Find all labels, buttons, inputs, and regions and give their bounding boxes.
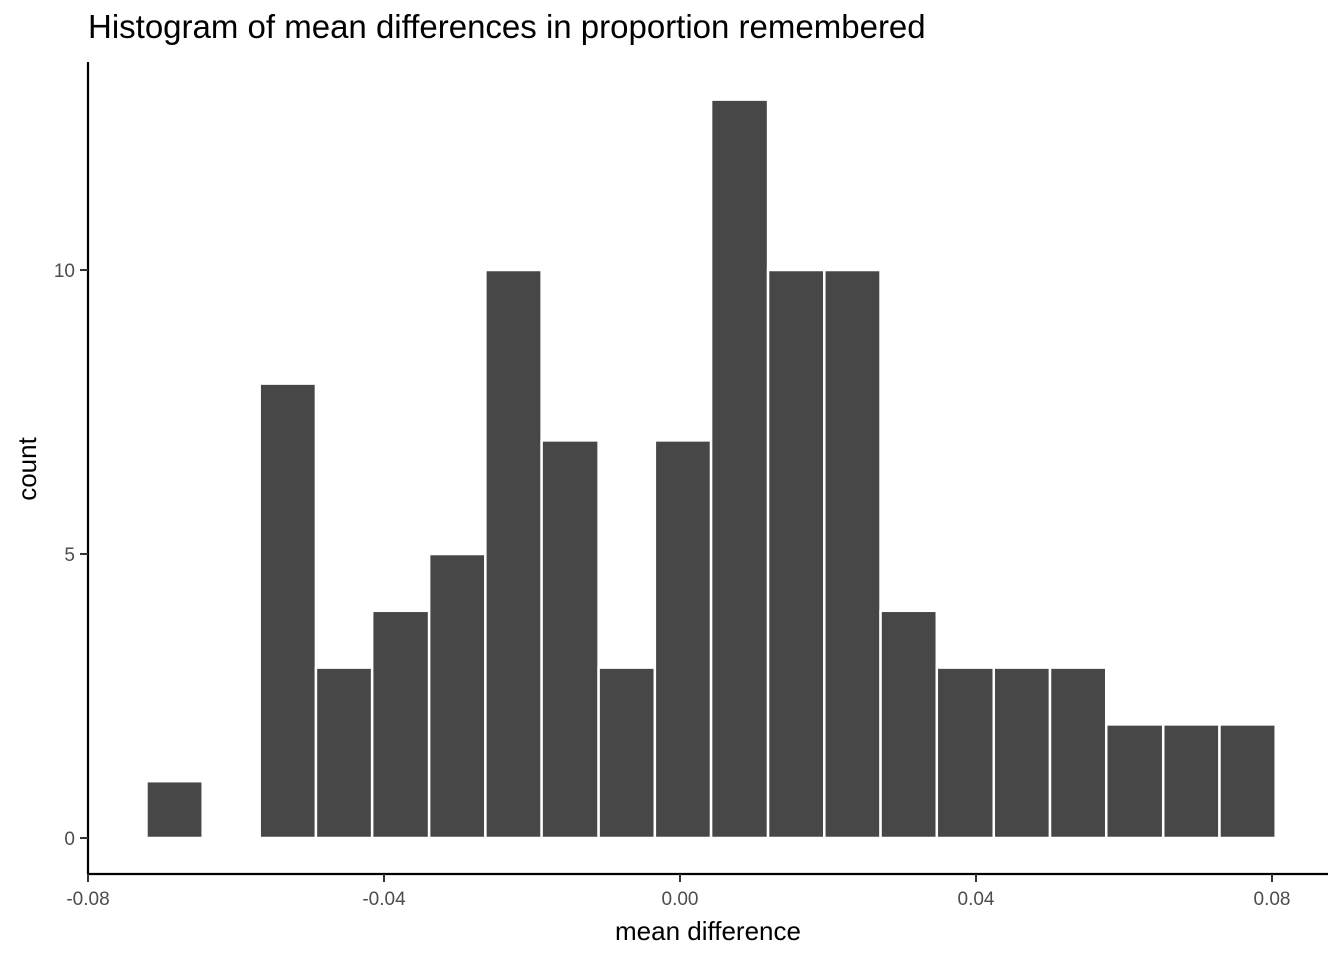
histogram-bar-11 bbox=[823, 268, 882, 840]
x-tick-label-0: -0.08 bbox=[66, 889, 109, 910]
y-axis-ticks: 0 5 10 bbox=[54, 261, 88, 850]
bars-group bbox=[145, 98, 1277, 840]
x-tick-label-3: 0.04 bbox=[958, 889, 995, 910]
histogram-bar-10 bbox=[766, 268, 826, 840]
histogram-bar-4 bbox=[427, 552, 487, 840]
histogram-bar-3 bbox=[370, 609, 431, 840]
y-tick-label-2: 10 bbox=[54, 261, 75, 282]
histogram-bar-0 bbox=[145, 779, 204, 840]
histogram-bar-13 bbox=[935, 666, 996, 840]
x-tick-label-4: 0.08 bbox=[1254, 889, 1291, 910]
histogram-bar-7 bbox=[597, 666, 657, 840]
histogram-bar-5 bbox=[484, 268, 543, 840]
histogram-bar-14 bbox=[992, 666, 1052, 840]
histogram-bar-15 bbox=[1048, 666, 1108, 840]
x-tick-label-1: -0.04 bbox=[362, 889, 406, 910]
x-axis-title: mean difference bbox=[615, 916, 801, 946]
y-tick-label-1: 5 bbox=[64, 545, 75, 566]
x-tick-label-2: 0.00 bbox=[662, 889, 699, 910]
histogram-bar-12 bbox=[879, 609, 939, 840]
y-axis-title: count bbox=[12, 436, 42, 500]
x-axis-ticks: -0.08 -0.04 0.00 0.04 0.08 bbox=[66, 874, 1290, 910]
histogram-bar-6 bbox=[540, 439, 600, 840]
histogram-bar-16 bbox=[1104, 723, 1165, 840]
histogram-bar-18 bbox=[1218, 723, 1277, 840]
histogram-bar-9 bbox=[709, 98, 770, 840]
histogram-bar-8 bbox=[653, 439, 713, 840]
histogram-bar-2 bbox=[314, 666, 374, 840]
y-tick-label-0: 0 bbox=[64, 829, 75, 850]
histogram-bar-17 bbox=[1161, 723, 1221, 840]
histogram-bar-1 bbox=[258, 382, 318, 840]
chart-title: Histogram of mean differences in proport… bbox=[88, 8, 926, 45]
